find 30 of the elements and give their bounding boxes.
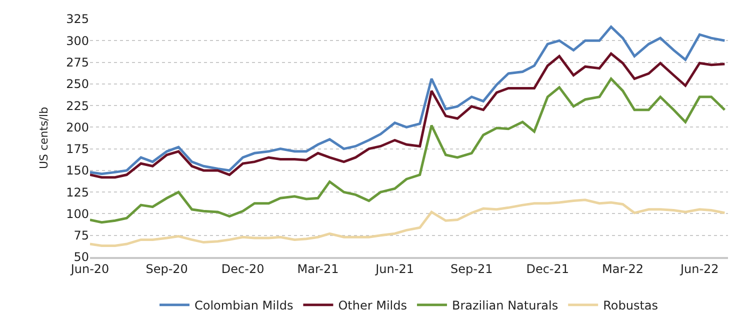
x-tick-label: Dec-20	[221, 262, 264, 276]
y-tick-label: 325	[66, 12, 89, 26]
y-axis-title: US cents/lb	[38, 106, 51, 170]
y-tick-label: 50	[74, 250, 89, 264]
x-tick-label: Mar-22	[602, 262, 644, 276]
y-tick-label: 300	[66, 34, 89, 48]
x-tick-label: Dec-21	[526, 262, 570, 276]
y-tick-label: 150	[66, 164, 89, 178]
y-tick-label: 100	[66, 206, 89, 221]
x-tick-label: Sep-21	[450, 262, 493, 276]
x-tick-label: Jun-22	[679, 262, 719, 276]
legend-label: Other Milds	[338, 298, 407, 312]
y-tick-label: 175	[66, 142, 89, 156]
y-tick-label: 75	[74, 228, 89, 243]
y-tick-label: 125	[66, 185, 89, 200]
legend-label: Robustas	[603, 298, 658, 312]
y-tick-label: 200	[66, 120, 89, 134]
x-tick-label: Jun-21	[374, 262, 414, 276]
legend-label: Brazilian Naturals	[452, 298, 558, 312]
x-tick-label: Jun-20	[70, 262, 110, 276]
x-tick-label: Mar-21	[297, 262, 339, 276]
line-series	[90, 198, 726, 247]
line-series	[90, 26, 726, 176]
line-series	[90, 52, 726, 179]
y-tick-label: 275	[66, 55, 89, 70]
x-tick-label: Sep-20	[146, 262, 188, 276]
line-series	[90, 77, 726, 224]
y-tick-label: 250	[66, 77, 89, 92]
y-tick-label: 225	[66, 98, 89, 113]
legend-label: Colombian Milds	[194, 298, 294, 312]
